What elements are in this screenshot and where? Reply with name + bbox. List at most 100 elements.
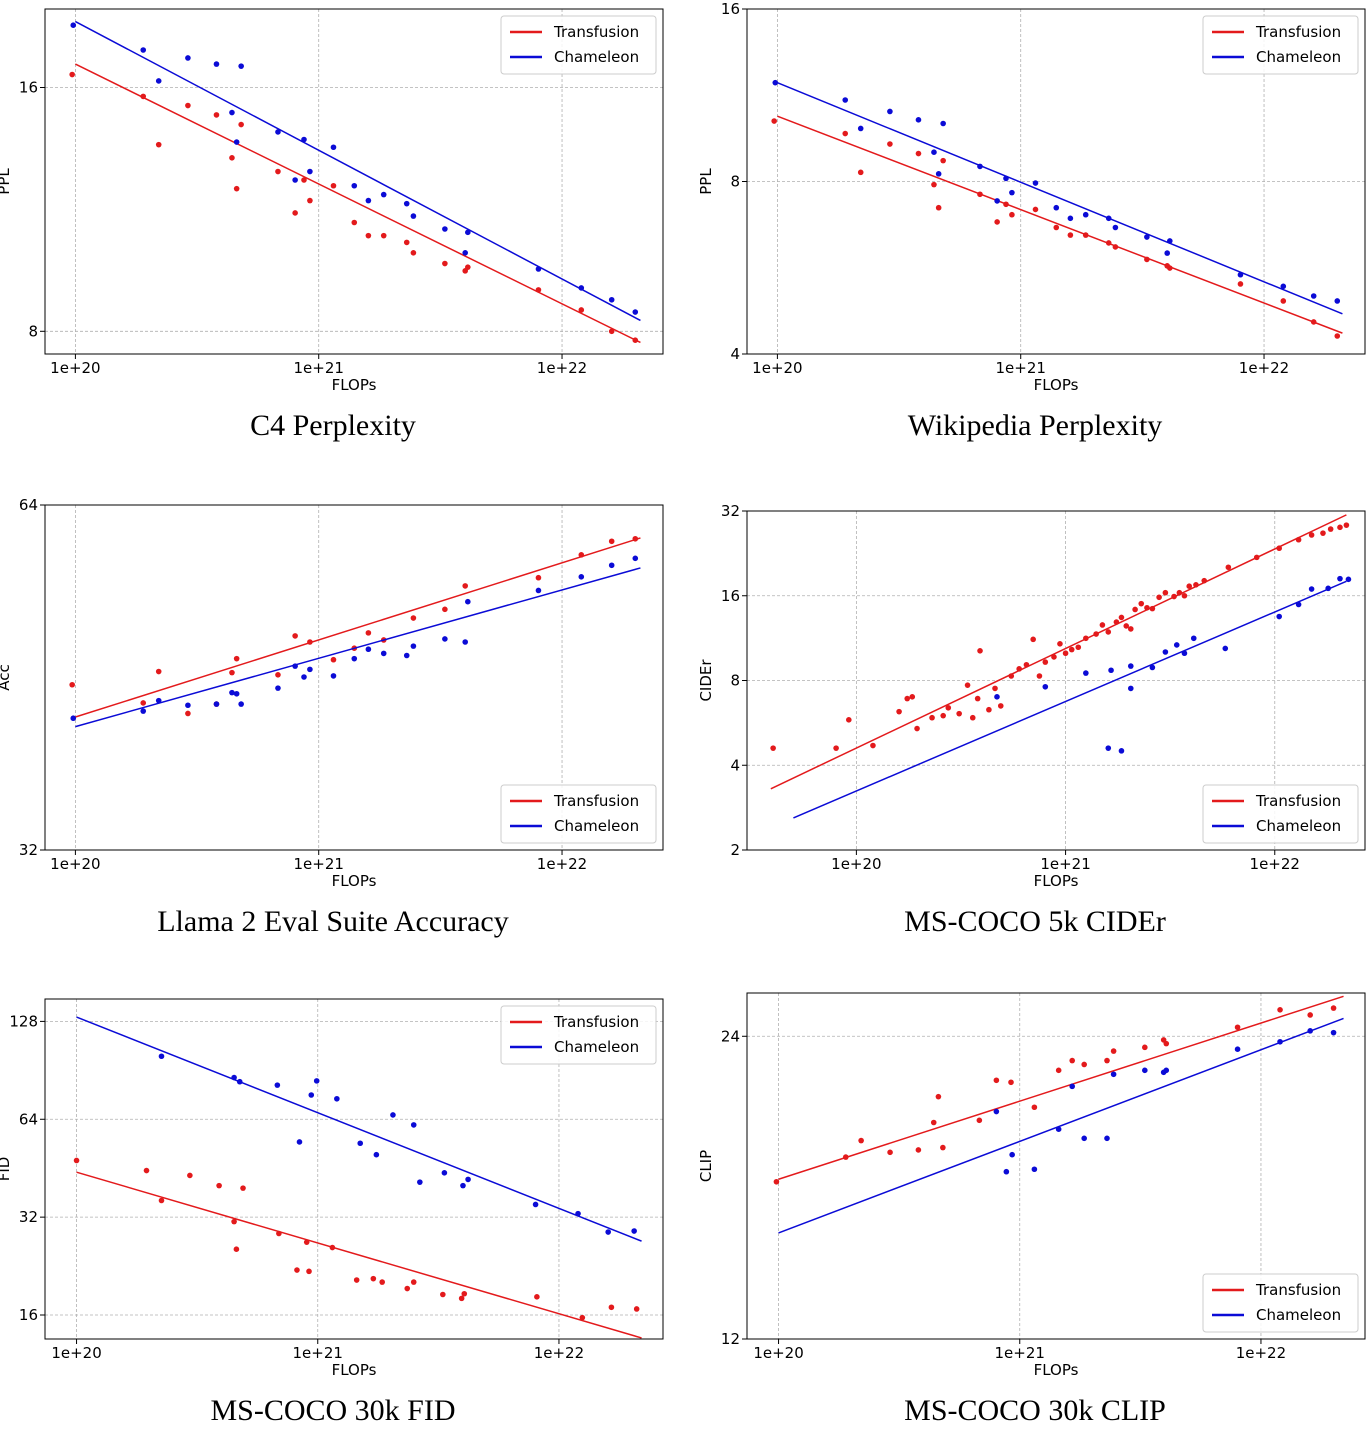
chameleon-point: [357, 1140, 364, 1147]
transfusion-point: [365, 232, 372, 239]
transfusion-point: [1030, 636, 1036, 643]
transfusion-point: [608, 538, 615, 545]
transfusion-point: [1055, 1067, 1062, 1074]
transfusion-point: [579, 1314, 586, 1321]
chameleon-point: [330, 673, 337, 679]
chameleon-point: [1009, 1151, 1015, 1158]
transfusion-point: [458, 1295, 465, 1302]
chameleon-point: [605, 1229, 611, 1235]
x-axis-label: FLOPs: [332, 1361, 377, 1379]
chameleon-point: [1164, 250, 1171, 256]
transfusion-point: [904, 695, 911, 702]
chart-ms-coco-5k-cider: 1e+20 1e+21 1e+22 2 4 8 16 32 FLOPs CIDEr Transfus…: [697, 502, 1366, 890]
chameleon-point: [935, 171, 942, 177]
chameleon-point: [632, 309, 639, 315]
transfusion-point: [846, 717, 852, 723]
transfusion-point: [929, 714, 935, 721]
transfusion-point: [231, 1218, 237, 1225]
chameleon-point: [1222, 645, 1229, 652]
plot-area: [73, 1016, 642, 1339]
chart-title: Llama 2 Eval Suite Accuracy: [157, 905, 509, 938]
chameleon-point: [351, 655, 358, 662]
x-tick-label: 1e+22: [1250, 855, 1300, 873]
transfusion-point: [1310, 319, 1317, 325]
chameleon-point: [390, 1112, 396, 1118]
chameleon-point: [465, 1176, 471, 1183]
transfusion-point: [329, 1244, 336, 1251]
transfusion-point: [233, 655, 240, 662]
chameleon-point: [140, 47, 147, 53]
transfusion-point: [1201, 577, 1208, 584]
transfusion-point: [187, 1172, 193, 1179]
transfusion-point: [1067, 232, 1074, 238]
transfusion-point: [404, 1285, 411, 1292]
transfusion-point: [1334, 333, 1341, 339]
plot-area: [69, 535, 641, 728]
chameleon-point: [1173, 642, 1180, 648]
transfusion-point: [578, 307, 585, 313]
chameleon-point: [155, 78, 162, 84]
y-tick-label: 8: [28, 322, 38, 340]
x-tick-label: 1e+20: [753, 1344, 803, 1362]
chameleon-point: [410, 643, 417, 649]
transfusion-point: [185, 102, 191, 109]
chameleon-point: [301, 136, 307, 143]
chameleon-point: [1009, 189, 1015, 196]
transfusion-point: [155, 668, 162, 675]
transfusion-point: [887, 1149, 893, 1156]
y-tick-label: 16: [19, 78, 38, 96]
transfusion-point: [307, 197, 313, 204]
chameleon-point: [1334, 298, 1341, 304]
chameleon-point: [351, 182, 358, 189]
legend-label-transfusion: Transfusion: [1255, 1281, 1341, 1299]
transfusion-point: [1144, 604, 1150, 611]
transfusion-point: [964, 682, 971, 688]
y-tick-label: 24: [721, 1027, 740, 1045]
transfusion-point: [1156, 594, 1162, 601]
transfusion-point: [1176, 589, 1183, 596]
chameleon-point: [1127, 685, 1134, 692]
chameleon-point: [1345, 576, 1352, 583]
chameleon-point: [460, 1182, 466, 1189]
transfusion-point: [896, 708, 902, 715]
transfusion-point: [240, 1185, 246, 1191]
chameleon-point: [373, 1151, 380, 1158]
transfusion-point: [1253, 554, 1260, 561]
chameleon-point: [1105, 215, 1112, 222]
transfusion-point: [442, 606, 448, 613]
transfusion-point: [632, 535, 639, 542]
x-tick-label: 1e+22: [534, 1344, 584, 1362]
transfusion-point: [216, 1182, 222, 1189]
legend: Transfusion Chameleon: [1202, 15, 1359, 75]
transfusion-point: [301, 177, 307, 183]
chameleon-point: [857, 125, 864, 132]
legend: Transfusion Chameleon: [500, 1005, 657, 1065]
transfusion-point: [330, 182, 337, 189]
transfusion-fit-line: [75, 63, 641, 344]
legend-label-chameleon: Chameleon: [1256, 817, 1341, 835]
chameleon-point: [274, 1082, 281, 1088]
transfusion-point: [1053, 224, 1060, 231]
y-tick-label: 32: [19, 1208, 38, 1226]
transfusion-point: [608, 328, 615, 335]
x-axis-label: FLOPs: [1034, 376, 1079, 394]
transfusion-point: [351, 219, 358, 226]
transfusion-point: [229, 155, 235, 161]
transfusion-point: [380, 232, 387, 239]
transfusion-point: [1171, 593, 1177, 600]
chameleon-point: [307, 168, 313, 175]
transfusion-point: [956, 710, 962, 717]
transfusion-point: [275, 672, 281, 678]
chameleon-point: [313, 1078, 320, 1084]
chameleon-point: [442, 226, 448, 232]
x-tick-label: 1e+22: [537, 359, 587, 377]
transfusion-point: [1112, 244, 1119, 250]
plot-frame: [44, 504, 664, 851]
transfusion-point: [969, 714, 976, 721]
transfusion-point: [1118, 614, 1125, 621]
legend-label-transfusion: Transfusion: [1255, 792, 1341, 810]
transfusion-point: [442, 260, 448, 267]
chameleon-point: [1337, 575, 1343, 582]
transfusion-point: [535, 574, 542, 581]
transfusion-point: [1163, 1040, 1170, 1047]
